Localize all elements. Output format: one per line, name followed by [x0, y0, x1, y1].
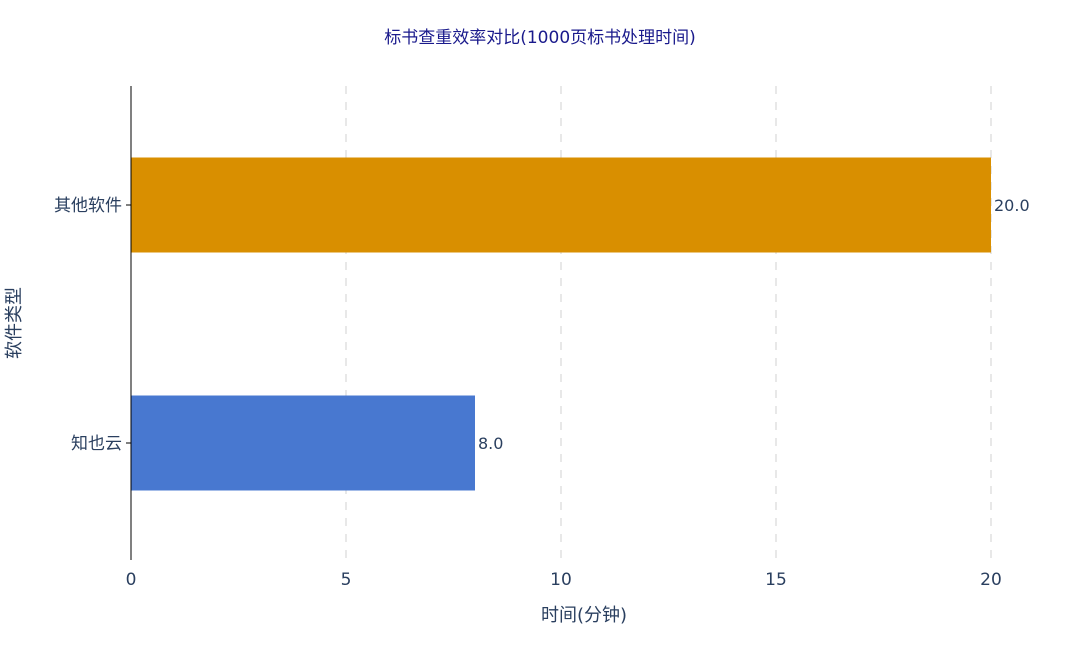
x-tick-label: 20 [980, 570, 1002, 590]
x-tick-label: 5 [341, 570, 352, 590]
chart-title: 标书查重效率对比(1000页标书处理时间) [384, 28, 696, 48]
x-tick-label: 10 [550, 570, 572, 590]
data-labels: 20.0 8.0 [478, 196, 1030, 453]
data-label: 8.0 [478, 434, 503, 453]
bar [131, 395, 475, 491]
x-tick-label: 15 [765, 570, 787, 590]
y-category-label: 知也云 [71, 434, 122, 454]
y-category-label: 其他软件 [54, 196, 122, 216]
bar [131, 157, 991, 253]
x-axis-ticks: 0 5 10 15 20 [126, 570, 1002, 590]
x-tick-label: 0 [126, 570, 137, 590]
y-axis-title: 软件类型 [4, 287, 25, 359]
bars [131, 157, 991, 491]
x-axis-title: 时间(分钟) [541, 605, 627, 626]
data-label: 20.0 [994, 196, 1030, 215]
